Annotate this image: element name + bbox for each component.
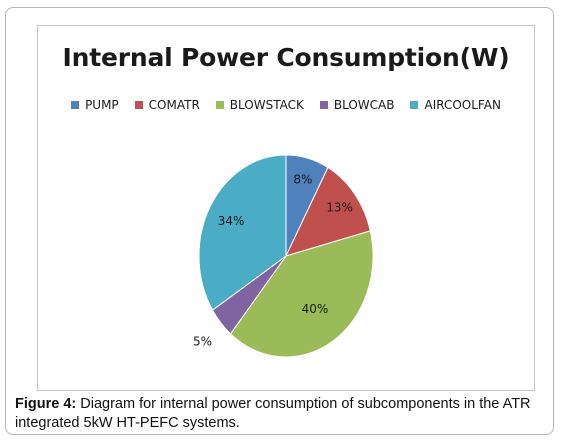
legend-label: PUMP: [85, 98, 119, 112]
legend-swatch: [71, 101, 80, 109]
pie-data-label: 40%: [302, 302, 329, 316]
legend-swatch: [134, 101, 143, 109]
legend-item: COMATR: [134, 98, 200, 112]
chart-legend: PUMP COMATR BLOWSTACK BLOWCAB AIRCOOLFAN: [38, 98, 534, 112]
legend-label: COMATR: [148, 98, 200, 112]
chart-area: Internal Power Consumption(W) PUMP COMATR…: [37, 25, 535, 391]
legend-label: AIRCOOLFAN: [424, 98, 501, 112]
pie-chart: 8% 13% 40% 5% 34%: [193, 154, 374, 358]
caption-label: Figure 4:: [15, 396, 77, 412]
legend-label: BLOWSTACK: [229, 98, 304, 112]
legend-swatch: [215, 101, 224, 109]
pie-slice-blowstack: [229, 230, 374, 358]
legend-item: BLOWSTACK: [215, 98, 304, 112]
caption-text: Diagram for internal power consumption o…: [15, 396, 531, 431]
pie-data-label: 34%: [218, 214, 245, 228]
pie-slice-aircoolfan: [198, 154, 287, 311]
legend-item: PUMP: [71, 98, 119, 112]
pie-data-label: 13%: [326, 201, 353, 215]
chart-title: Internal Power Consumption(W): [62, 43, 510, 72]
pie-data-label: 5%: [193, 334, 212, 348]
figure-frame: Internal Power Consumption(W) PUMP COMATR…: [5, 7, 554, 435]
legend-label: BLOWCAB: [333, 98, 395, 112]
legend-item: BLOWCAB: [319, 98, 395, 112]
pie-data-label: 8%: [293, 173, 312, 187]
legend-item: AIRCOOLFAN: [410, 98, 501, 112]
legend-swatch: [410, 101, 419, 109]
legend-swatch: [319, 101, 328, 109]
figure-caption: Figure 4: Diagram for internal power con…: [15, 395, 545, 433]
pie-slice-comatr: [285, 166, 371, 257]
